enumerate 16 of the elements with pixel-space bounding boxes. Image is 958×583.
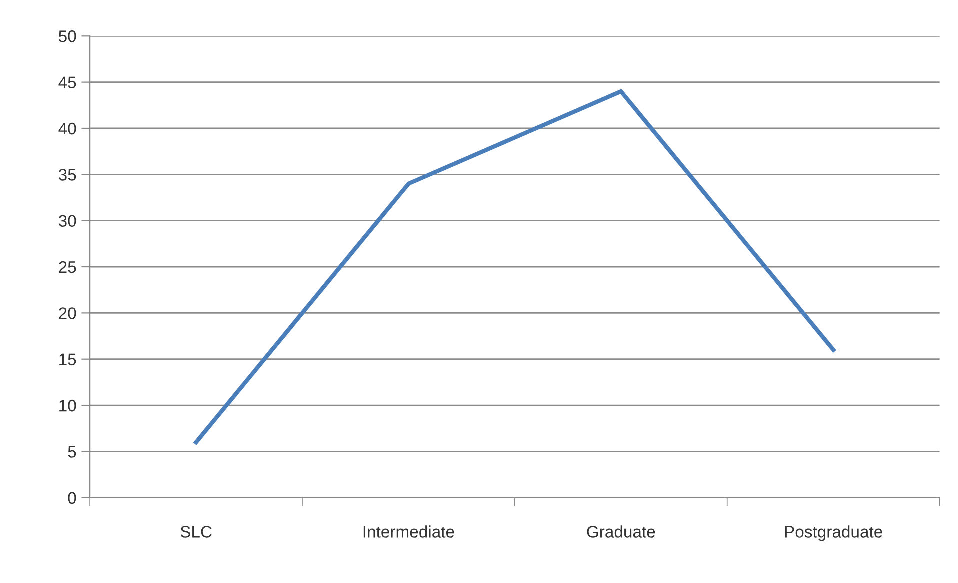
y-tick-label: 25	[59, 261, 76, 274]
y-tick-label: 30	[58, 215, 76, 228]
y-tick-label: 0	[68, 492, 76, 504]
y-tick-label: 20	[59, 308, 76, 320]
y-tick-label: 40	[58, 122, 76, 135]
y-tick-label: 35	[58, 169, 76, 181]
y-tick-label: 5	[68, 446, 76, 458]
x-tick-label: SLC	[180, 526, 212, 538]
line-series	[194, 89, 836, 445]
y-tick-label: 15	[60, 354, 76, 366]
x-tick-label: Intermediate	[364, 526, 454, 538]
x-tick-label: Graduate	[587, 526, 656, 538]
y-tick-label: 10	[60, 400, 76, 412]
x-tick-label: Postgraduate	[785, 526, 882, 542]
y-tick-label: 45	[58, 76, 76, 89]
y-tick-label: 50	[58, 30, 76, 42]
